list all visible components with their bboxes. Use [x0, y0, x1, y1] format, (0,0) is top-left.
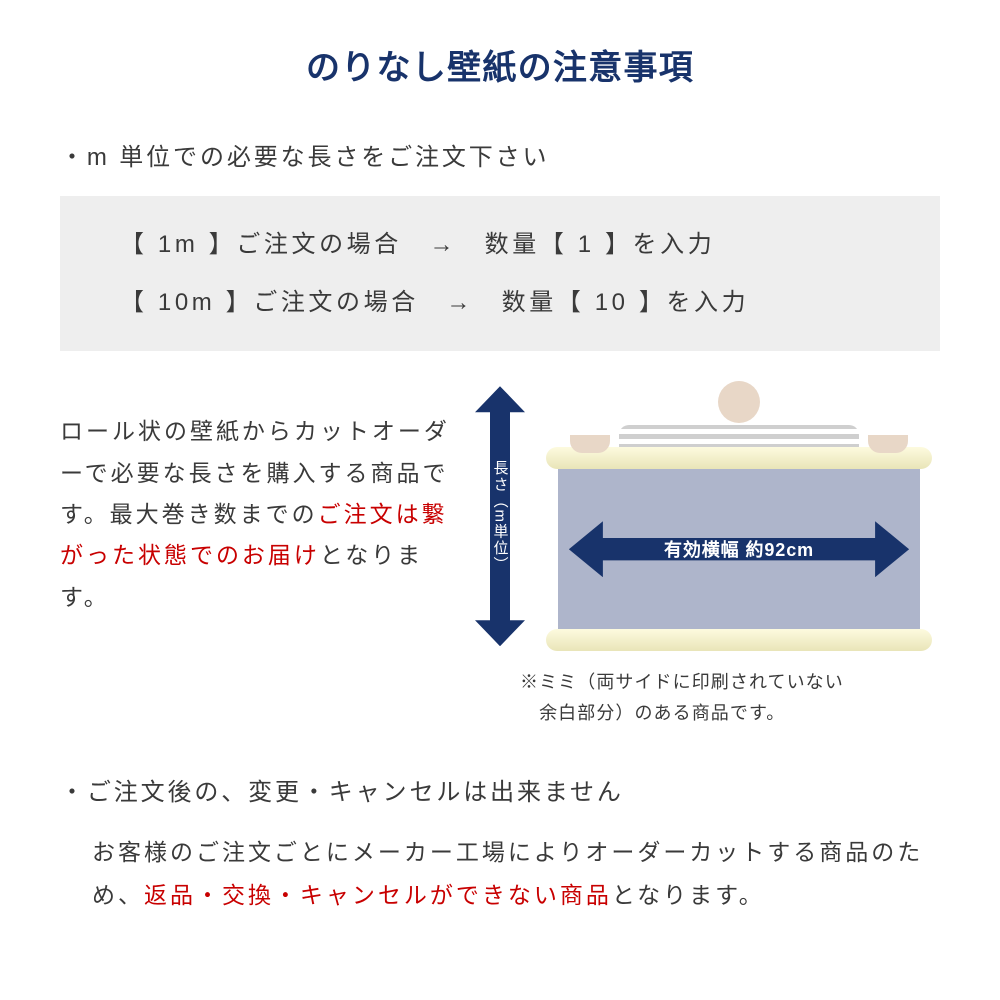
example-row-1m: 【 1m 】ご注文の場合 → 数量【 1 】を入力	[120, 216, 880, 274]
note-line1: ※ミミ（両サイドに印刷されていない	[520, 672, 844, 692]
person-head-icon	[718, 381, 760, 423]
wallpaper-illustration: 有効横幅 約92cm	[538, 381, 940, 651]
length-label: 長さ（m単位）	[490, 460, 511, 573]
wallpaper-sheet: 有効横幅 約92cm	[558, 469, 920, 629]
mimi-note: ※ミミ（両サイドに印刷されていない 余白部分）のある商品です。	[470, 667, 940, 728]
body-tail: となります。	[612, 882, 765, 908]
roll-bottom	[546, 629, 932, 651]
length-arrow-wrap: 長さ（m単位）	[470, 386, 530, 646]
width-label: 有効横幅 約92cm	[664, 536, 814, 562]
bullet-order-length: ・m 単位での必要な長さをご注文下さい	[60, 137, 940, 172]
wallpaper-diagram: 長さ（m単位） 有効横幅 約92cm ※ミミ（両サイドに印刷されていない 余白部…	[470, 381, 940, 728]
note-line2: 余白部分）のある商品です。	[520, 703, 785, 723]
roll-top	[546, 447, 932, 469]
description-and-diagram: ロール状の壁紙からカットオーダーで必要な長さを購入する商品です。最大巻き数までの…	[60, 381, 940, 728]
hand-right-icon	[868, 435, 908, 453]
vertical-arrow-icon: 長さ（m単位）	[475, 386, 525, 646]
body-red: 返品・交換・キャンセルができない商品	[144, 882, 612, 908]
cut-order-description: ロール状の壁紙からカットオーダーで必要な長さを購入する商品です。最大巻き数までの…	[60, 381, 460, 618]
order-example-box: 【 1m 】ご注文の場合 → 数量【 1 】を入力 【 10m 】ご注文の場合 …	[60, 196, 940, 351]
example-row-10m: 【 10m 】ご注文の場合 → 数量【 10 】を入力	[120, 274, 880, 332]
hand-left-icon	[570, 435, 610, 453]
bullet-no-cancel: ・ご注文後の、変更・キャンセルは出来ません	[60, 772, 940, 807]
no-cancel-description: お客様のご注文ごとにメーカー工場によりオーダーカットする商品のため、返品・交換・…	[60, 831, 940, 916]
page-title: のりなし壁紙の注意事項	[60, 40, 940, 89]
